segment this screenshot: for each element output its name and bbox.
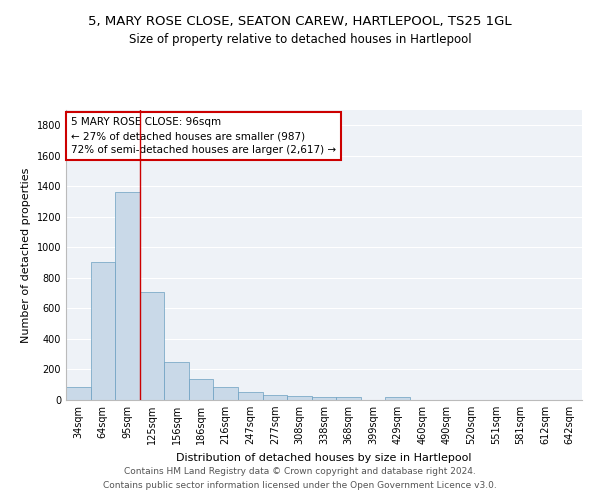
Bar — [385, 397, 410, 400]
Bar — [312, 398, 336, 400]
Bar — [189, 378, 214, 400]
Text: Contains public sector information licensed under the Open Government Licence v3: Contains public sector information licen… — [103, 481, 497, 490]
Y-axis label: Number of detached properties: Number of detached properties — [21, 168, 31, 342]
Bar — [66, 386, 91, 400]
Bar — [238, 392, 263, 400]
Bar — [287, 396, 312, 400]
Text: 5 MARY ROSE CLOSE: 96sqm
← 27% of detached houses are smaller (987)
72% of semi-: 5 MARY ROSE CLOSE: 96sqm ← 27% of detach… — [71, 117, 336, 155]
Text: Size of property relative to detached houses in Hartlepool: Size of property relative to detached ho… — [128, 32, 472, 46]
Bar — [263, 395, 287, 400]
Bar — [91, 262, 115, 400]
Bar — [164, 362, 189, 400]
Text: Contains HM Land Registry data © Crown copyright and database right 2024.: Contains HM Land Registry data © Crown c… — [124, 467, 476, 476]
Bar — [214, 387, 238, 400]
Bar — [140, 292, 164, 400]
Text: 5, MARY ROSE CLOSE, SEATON CAREW, HARTLEPOOL, TS25 1GL: 5, MARY ROSE CLOSE, SEATON CAREW, HARTLE… — [88, 15, 512, 28]
X-axis label: Distribution of detached houses by size in Hartlepool: Distribution of detached houses by size … — [176, 452, 472, 462]
Bar — [336, 398, 361, 400]
Bar — [115, 192, 140, 400]
